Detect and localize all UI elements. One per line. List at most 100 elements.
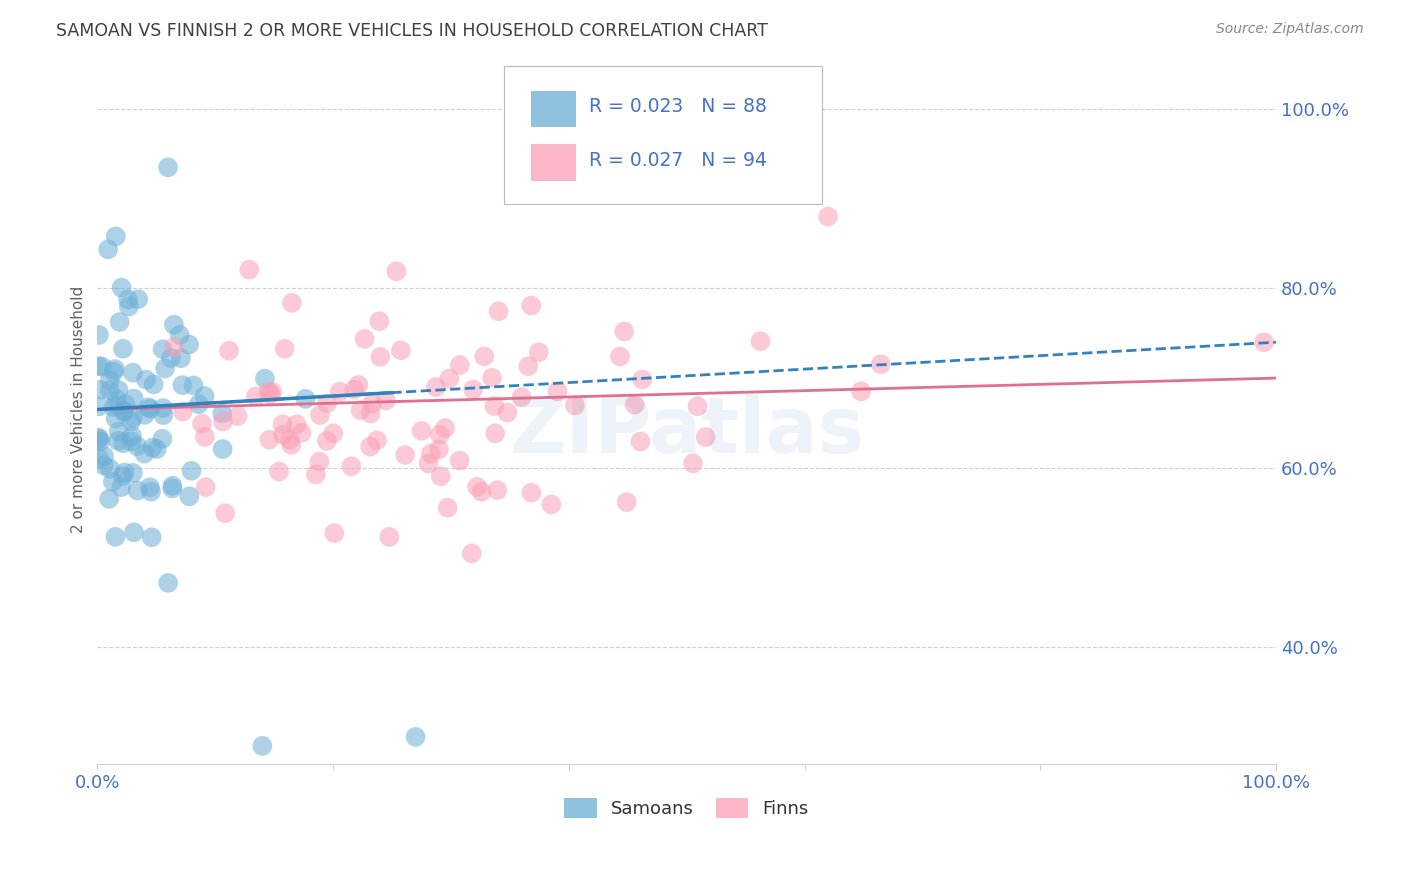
Point <box>122 525 145 540</box>
Point <box>91 359 114 374</box>
Point <box>280 438 302 452</box>
Point <box>484 426 506 441</box>
Point <box>273 342 295 356</box>
Point <box>194 430 217 444</box>
Point <box>527 345 550 359</box>
Point <box>122 392 145 406</box>
Point <box>353 332 375 346</box>
Legend: Samoans, Finns: Samoans, Finns <box>557 790 817 826</box>
Point <box>259 387 281 401</box>
Point <box>104 362 127 376</box>
Point <box>134 408 156 422</box>
Text: R = 0.023   N = 88: R = 0.023 N = 88 <box>589 96 766 116</box>
Point <box>405 730 427 744</box>
Point <box>360 407 382 421</box>
Point <box>163 340 186 354</box>
Point <box>191 417 214 431</box>
Point <box>152 401 174 415</box>
Point <box>434 421 457 435</box>
Point <box>135 373 157 387</box>
Y-axis label: 2 or more Vehicles in Household: 2 or more Vehicles in Household <box>72 285 86 533</box>
Point <box>146 442 169 456</box>
Text: R = 0.027   N = 94: R = 0.027 N = 94 <box>589 151 766 169</box>
Point <box>101 475 124 489</box>
Point <box>93 458 115 473</box>
Point <box>267 465 290 479</box>
Point <box>169 327 191 342</box>
Point <box>540 498 562 512</box>
Point <box>112 404 135 418</box>
Point <box>486 483 509 498</box>
Point <box>616 495 638 509</box>
Point <box>749 334 772 348</box>
Point <box>177 337 200 351</box>
Point <box>517 359 540 374</box>
Point <box>315 434 337 448</box>
Point <box>226 409 249 424</box>
Point <box>411 424 433 438</box>
Point <box>436 500 458 515</box>
Point <box>368 314 391 328</box>
Point <box>359 440 381 454</box>
Point <box>134 447 156 461</box>
Point <box>329 384 352 399</box>
Point <box>471 484 494 499</box>
Point <box>385 264 408 278</box>
Point <box>117 293 139 307</box>
Point <box>316 396 339 410</box>
Point <box>153 361 176 376</box>
Point <box>361 396 384 410</box>
Point <box>291 425 314 440</box>
Point <box>162 482 184 496</box>
Point <box>120 414 142 428</box>
Point <box>138 401 160 415</box>
Text: ZIPatlas: ZIPatlas <box>509 392 865 468</box>
Point <box>294 392 316 406</box>
Point <box>817 210 839 224</box>
Point <box>110 280 132 294</box>
Point <box>87 431 110 445</box>
Point <box>285 417 308 432</box>
Point <box>686 399 709 413</box>
Point <box>162 479 184 493</box>
Point <box>107 383 129 397</box>
Point <box>271 427 294 442</box>
Point <box>682 456 704 470</box>
Point <box>278 433 301 447</box>
Point <box>121 366 143 380</box>
Point <box>427 442 450 457</box>
Point <box>127 292 149 306</box>
Point <box>439 371 461 385</box>
Point <box>157 576 180 591</box>
Point <box>425 380 447 394</box>
Point <box>488 304 510 318</box>
Point <box>849 384 872 399</box>
Point <box>105 392 128 406</box>
Point <box>110 480 132 494</box>
Point <box>430 469 453 483</box>
Point <box>170 351 193 366</box>
Point <box>271 417 294 432</box>
Point <box>93 449 115 463</box>
Point <box>368 350 391 364</box>
Point <box>118 300 141 314</box>
Point <box>172 404 194 418</box>
Point <box>389 343 412 358</box>
Point <box>496 405 519 419</box>
Point <box>869 357 891 371</box>
Point <box>142 377 165 392</box>
Point <box>127 439 149 453</box>
Point <box>481 371 503 385</box>
Point <box>613 325 636 339</box>
Point <box>419 447 441 461</box>
Text: SAMOAN VS FINNISH 2 OR MORE VEHICLES IN HOUSEHOLD CORRELATION CHART: SAMOAN VS FINNISH 2 OR MORE VEHICLES IN … <box>56 22 768 40</box>
Point <box>122 466 145 480</box>
Point <box>98 373 121 387</box>
Point <box>465 480 488 494</box>
Point <box>89 451 111 466</box>
Point <box>122 410 145 425</box>
Point <box>141 484 163 499</box>
Point <box>281 296 304 310</box>
Point <box>172 378 194 392</box>
Point <box>520 485 543 500</box>
